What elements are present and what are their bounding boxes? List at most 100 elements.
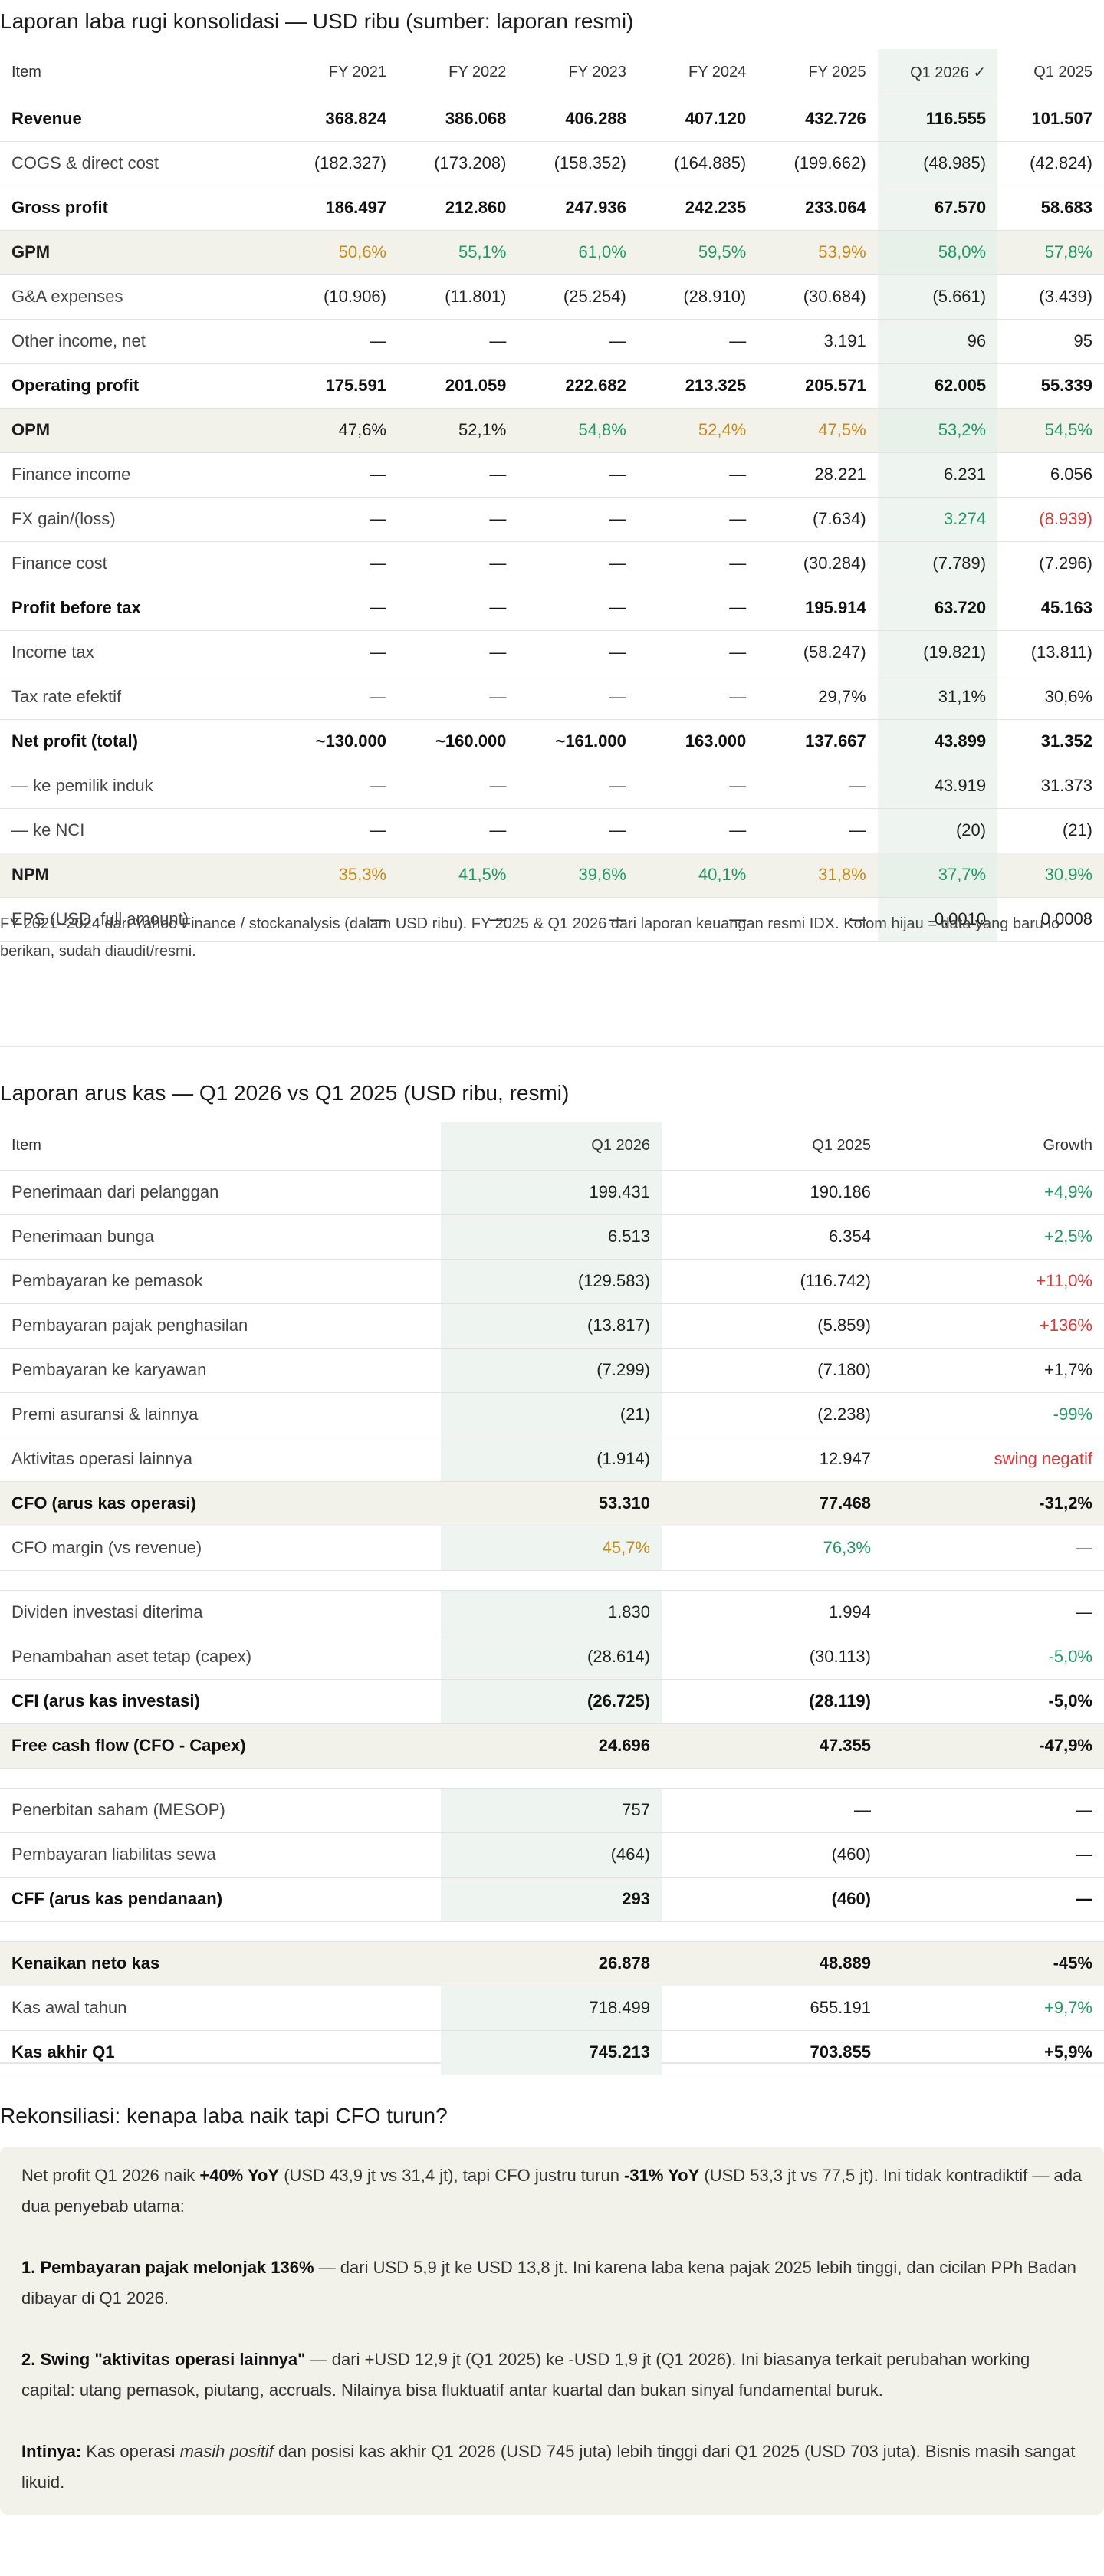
pl-cell: 242.235	[685, 198, 747, 217]
pl-cell: 37,7%	[877, 853, 998, 897]
pl-cell: (8.939)	[1039, 509, 1092, 528]
pl-cell: —	[370, 909, 386, 928]
pl-cell: —	[729, 820, 747, 840]
pl-cell: 61,0%	[518, 230, 638, 274]
pl-cell: —	[609, 509, 626, 528]
rec-intro-text: Net profit Q1 2026 naik	[21, 2166, 200, 2185]
pl-cell: 59,5%	[637, 230, 758, 274]
pl-cell: (48.985)	[877, 141, 998, 186]
cf-column-header: Q1 2025	[812, 1137, 871, 1155]
cf-cell: 1.830	[441, 1590, 662, 1635]
rec-intro-emph: -31% YoY	[624, 2166, 700, 2185]
pl-row-label: Tax rate efektif	[12, 687, 122, 706]
cf-row-label: Kas awal tahun	[12, 1998, 127, 2017]
cf-row-label: CFO (arus kas operasi)	[0, 1481, 441, 1526]
cf-cell: 757	[441, 1788, 662, 1832]
cf-row-label: CFF (arus kas pendanaan)	[12, 1889, 223, 1908]
pl-row: Finance income — — — — 28.221 6.231 6.056	[0, 452, 1104, 497]
pl-cell: (10.906)	[324, 287, 386, 306]
pl-column-header: FY 2025	[808, 64, 866, 81]
cf-row-label: Kenaikan neto kas	[0, 1941, 441, 1986]
cf-row: Kenaikan neto kas 26.878 48.889 -45%	[0, 1941, 1104, 1986]
pl-cell: 213.325	[685, 376, 747, 395]
cf-cell: 703.855	[810, 2042, 871, 2062]
cf-column-header: Q1 2026	[441, 1122, 662, 1170]
pl-cell: —	[489, 331, 507, 350]
pl-cell: 432.726	[805, 109, 866, 128]
pl-row: EPS (USD, full amount) — — — — — 0,0010 0,0008	[0, 897, 1104, 941]
pl-cell: —	[370, 820, 386, 840]
rec-point-1-text: — dari USD 5,9 jt ke USD 13,8 jt. Ini ka…	[21, 2258, 1076, 2308]
cf-cell: 77.468	[662, 1481, 882, 1526]
pl-cell: 47,5%	[757, 408, 878, 452]
cf-cell: 48.889	[662, 1941, 882, 1986]
pl-cell: —	[849, 776, 866, 795]
pl-cell: 57,8%	[997, 230, 1104, 274]
pl-cell: —	[489, 776, 507, 795]
pl-cell: —	[729, 642, 747, 662]
pl-cell: (28.910)	[683, 287, 747, 306]
pl-column-header: FY 2024	[688, 64, 747, 81]
cf-cell: (7.299)	[441, 1348, 662, 1392]
pl-cell: (164.885)	[674, 153, 747, 172]
cf-cell: —	[1076, 1800, 1092, 1819]
pl-cell: 62.005	[877, 363, 998, 408]
pl-section: Laporan laba rugi konsolidasi — USD ribu…	[0, 0, 1104, 975]
pl-row-label: FX gain/(loss)	[12, 509, 116, 528]
pl-cell: —	[489, 465, 507, 484]
pl-cell: 0,0008	[1040, 909, 1092, 928]
pl-row: OPM 47,6% 52,1% 54,8% 52,4% 47,5% 53,2% 54,5%	[0, 408, 1104, 452]
cf-cell: —	[854, 1800, 871, 1819]
cf-section: Laporan arus kas — Q1 2026 vs Q1 2025 (U…	[0, 1047, 1104, 2075]
pl-cell: —	[489, 509, 507, 528]
pl-cell: —	[489, 687, 507, 706]
cf-cell: -31,2%	[882, 1481, 1104, 1526]
pl-cell: 96	[877, 319, 998, 363]
cf-cell: (28.119)	[809, 1691, 871, 1710]
pl-cell: 201.059	[445, 376, 507, 395]
rec-intro-emph: +40% YoY	[199, 2166, 280, 2185]
cf-cell: +9,7%	[1044, 1998, 1092, 2017]
pl-cell: 31,1%	[877, 675, 998, 719]
pl-cell: —	[729, 331, 747, 350]
pl-cell: —	[729, 598, 747, 617]
pl-cell: (158.352)	[554, 153, 626, 172]
pl-row-label: Other income, net	[12, 331, 146, 350]
rec-conclusion-emph: masih positif	[179, 2442, 274, 2461]
pl-cell: —	[609, 331, 626, 350]
pl-cell: 58.683	[1040, 198, 1092, 217]
cf-cell: -5,0%	[1048, 1691, 1092, 1710]
cf-row-label: Premi asuransi & lainnya	[12, 1405, 199, 1424]
pl-row: NPM 35,3% 41,5% 39,6% 40,1% 31,8% 37,7% 30,9%	[0, 853, 1104, 897]
pl-table: Item FY 2021 FY 2022 FY 2023 FY 2024 FY 2025 Q…	[0, 49, 1104, 942]
pl-cell: 55.339	[1040, 376, 1092, 395]
pl-row: — ke pemilik induk — — — — — 43.919 31.373	[0, 764, 1104, 808]
pl-row-label: — ke NCI	[12, 820, 85, 840]
pl-cell: 63.720	[877, 586, 998, 630]
section-divider	[0, 1046, 1104, 1047]
pl-cell: (58.247)	[803, 642, 866, 662]
pl-row: — ke NCI — — — — — (20) (21)	[0, 808, 1104, 853]
pl-column-header: Item	[12, 64, 41, 81]
rec-conclusion-text: dan posisi kas akhir Q1 2026 (USD 745 ju…	[21, 2442, 1076, 2492]
rec-point-2-heading: 2. Swing "aktivitas operasi lainnya"	[21, 2350, 306, 2369]
cf-cell: +1,7%	[1044, 1360, 1092, 1379]
pl-cell: (13.811)	[1030, 642, 1092, 662]
cf-cell: (30.113)	[809, 1647, 871, 1666]
cf-row-label: Penerbitan saham (MESOP)	[12, 1800, 225, 1819]
pl-row-label: Revenue	[12, 109, 82, 128]
pl-row-label: OPM	[0, 408, 278, 452]
pl-row-label: Gross profit	[12, 198, 108, 217]
pl-row: Operating profit 175.591 201.059 222.682 213…	[0, 363, 1104, 408]
pl-cell: (25.254)	[563, 287, 626, 306]
pl-cell: 407.120	[685, 109, 747, 128]
cf-group-spacer	[0, 1570, 1104, 1590]
pl-row-label: COGS & direct cost	[12, 153, 159, 172]
pl-cell: —	[729, 509, 747, 528]
cf-column-header: Growth	[1043, 1137, 1092, 1155]
pl-cell: 29,7%	[818, 687, 866, 706]
pl-cell: 35,3%	[278, 853, 398, 897]
cf-row: Kas awal tahun 718.499 655.191 +9,7%	[0, 1986, 1104, 2030]
pl-row-label: Finance income	[12, 465, 131, 484]
pl-cell: —	[609, 687, 626, 706]
